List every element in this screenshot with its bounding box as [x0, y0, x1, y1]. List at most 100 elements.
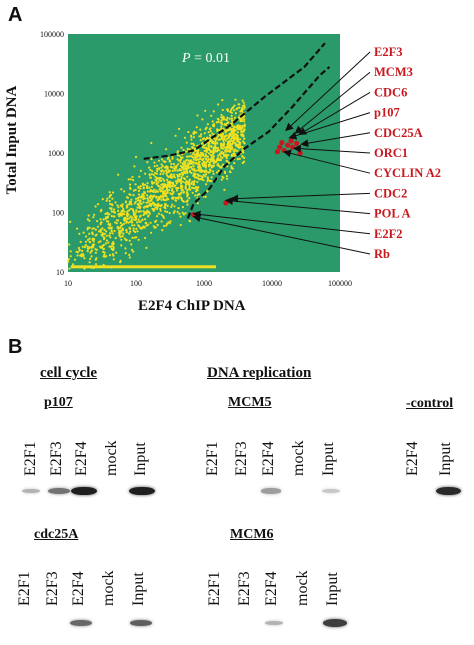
data-point — [177, 163, 180, 166]
data-point — [89, 257, 92, 260]
data-point — [103, 228, 106, 231]
data-point — [114, 221, 117, 224]
data-point — [183, 160, 186, 163]
y-tick-label: 100000 — [40, 30, 64, 39]
data-point — [179, 223, 182, 227]
data-point — [147, 215, 150, 218]
data-point — [103, 232, 106, 235]
data-point — [223, 154, 226, 158]
data-point — [165, 224, 168, 227]
data-point — [151, 196, 154, 199]
data-point — [225, 118, 228, 121]
data-point — [221, 134, 224, 137]
data-point — [133, 202, 136, 205]
data-point — [204, 143, 207, 146]
data-point — [152, 173, 155, 176]
data-point — [174, 196, 177, 199]
data-point — [161, 196, 164, 199]
data-point — [130, 198, 133, 201]
data-point — [102, 218, 105, 221]
data-point — [226, 165, 229, 168]
highlight-point — [279, 139, 285, 146]
pointer-arrows — [192, 51, 371, 255]
data-point — [150, 157, 153, 161]
data-point — [94, 263, 98, 266]
data-point — [142, 210, 145, 213]
data-point — [209, 130, 212, 133]
data-point — [223, 188, 226, 191]
data-point — [154, 178, 157, 181]
data-point — [230, 117, 233, 120]
data-point — [77, 246, 80, 250]
data-point — [143, 191, 146, 194]
data-point — [144, 172, 147, 175]
data-point — [233, 148, 237, 151]
gel-p107 — [20, 480, 170, 502]
data-point — [194, 194, 197, 197]
data-point — [243, 160, 246, 163]
data-point — [128, 193, 131, 196]
data-point — [157, 159, 161, 162]
data-point — [218, 149, 221, 152]
data-point — [237, 116, 241, 119]
gel-band — [435, 486, 461, 496]
data-point — [132, 179, 135, 182]
data-point — [238, 143, 242, 146]
data-point — [163, 224, 166, 228]
data-point — [163, 185, 166, 189]
data-point — [222, 151, 225, 154]
data-point — [239, 119, 242, 122]
data-point — [103, 237, 106, 240]
lane-label: E2F4 — [263, 571, 280, 606]
highlight-point — [288, 138, 294, 144]
data-point — [154, 220, 157, 223]
data-point — [191, 180, 194, 183]
data-point — [153, 204, 156, 207]
data-point — [152, 181, 156, 184]
data-point — [158, 177, 161, 180]
data-point — [228, 150, 231, 153]
data-point — [94, 258, 97, 261]
data-point — [177, 197, 180, 200]
data-point — [132, 194, 135, 197]
data-point — [221, 108, 224, 112]
data-point — [215, 171, 219, 174]
data-point — [189, 188, 192, 191]
data-point — [113, 208, 116, 211]
data-point — [166, 166, 169, 169]
data-point — [232, 152, 235, 155]
gel-cdc25a — [14, 612, 164, 634]
data-point — [202, 152, 205, 155]
data-point — [187, 130, 190, 134]
data-point — [186, 175, 189, 178]
data-point — [214, 139, 217, 143]
data-point — [158, 197, 161, 200]
data-point — [187, 183, 190, 186]
data-point — [120, 244, 123, 247]
data-point — [207, 131, 210, 134]
data-point — [190, 138, 193, 141]
data-point — [221, 175, 224, 178]
data-point — [128, 200, 131, 203]
data-point — [120, 229, 123, 232]
data-point — [139, 187, 142, 190]
data-point — [201, 142, 204, 145]
data-point — [208, 128, 211, 131]
data-point — [220, 119, 223, 122]
data-point — [119, 221, 122, 225]
data-point — [123, 210, 126, 213]
data-point — [78, 232, 81, 235]
data-point — [110, 247, 113, 251]
data-point — [122, 218, 125, 221]
x-tick-label: 10 — [64, 279, 72, 288]
data-point — [102, 233, 105, 236]
data-point — [235, 140, 238, 143]
data-point — [195, 158, 198, 161]
data-point — [191, 167, 194, 170]
data-point — [169, 183, 172, 186]
data-point — [178, 173, 181, 176]
data-point — [138, 220, 141, 223]
data-point — [122, 222, 126, 225]
data-point — [209, 150, 213, 153]
data-point — [91, 231, 94, 234]
